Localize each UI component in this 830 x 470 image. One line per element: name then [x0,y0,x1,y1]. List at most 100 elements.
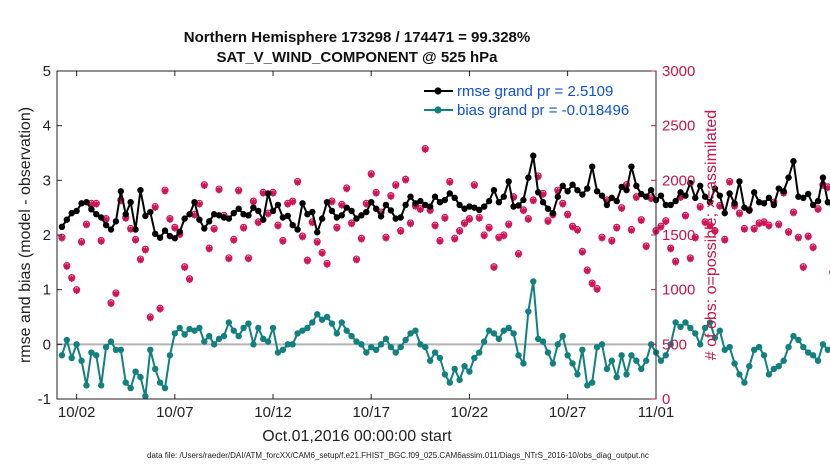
rmse-series-point [83,199,90,206]
rmse-series-point [215,212,223,219]
rmse-series-point [461,205,468,212]
bias-series-point [760,352,768,359]
y-axis-label: rmse and bias (model - observation) [17,107,34,363]
bias-series-point [657,357,665,364]
rmse-series-point [760,200,768,207]
rmse-series-point [235,205,242,212]
obs-assimilated-point [495,235,503,242]
obs-assimilated-point [741,226,748,233]
obs-assimilated-point [132,237,139,244]
bias-series-point [480,338,488,345]
bias-series-point [88,349,95,356]
rmse-series-point [279,214,287,221]
bias-series-point [142,393,149,400]
bias-series-point [805,349,812,356]
bias-series-point [559,332,566,340]
y-tick-label: -1 [38,391,51,408]
rmse-series-point [628,163,635,170]
bias-series-point [819,341,827,348]
bias-series-point [677,323,684,331]
rmse-series-point [171,235,179,242]
obs-assimilated-point [765,223,773,230]
rmse-series-point [603,201,611,209]
bias-series-point [363,349,370,356]
rmse-series-point [107,226,115,233]
rmse-series-point [451,194,458,202]
obs-assimilated-point [530,197,537,205]
rmse-series-point [289,221,296,229]
bias-series-point [579,346,586,353]
rmse-series-point [765,194,773,202]
obs-assimilated-point [368,171,375,179]
bias-series-point [436,354,444,362]
bias-series-point [441,371,449,378]
rmse-series-point [618,183,625,191]
bias-series-point [510,330,517,337]
rmse-series-point [368,199,375,206]
obs-assimilated-point [642,243,650,251]
obs-assimilated-point [588,281,596,288]
bias-series-point [584,382,591,389]
rmse-series-point [230,209,237,217]
bias-series-point [402,336,409,344]
bias-series-point [495,335,503,343]
rmse-series-point [93,211,100,218]
rmse-series-point [309,208,316,216]
bias-series-point [623,371,630,378]
rmse-series-point [515,202,522,209]
rmse-series-point [147,208,154,216]
rmse-series-point [407,193,414,200]
rmse-series-point [161,227,169,234]
obs-assimilated-point [480,232,488,240]
obs-assimilated-point [161,188,169,195]
obs-assimilated-point [618,205,625,212]
bias-series-point [112,346,120,353]
rmse-series-point [584,185,591,192]
rmse-series-point [544,205,552,212]
bias-series-point [564,352,571,359]
rmse-series-point [500,193,507,200]
rmse-series-point [201,225,208,232]
obs-assimilated-point [633,194,640,202]
obs-assimilated-point [196,201,203,208]
obs-assimilated-point [151,204,159,211]
bias-series-point [608,357,616,364]
rmse-series-point [456,201,463,209]
rmse-series-point [112,218,120,225]
rmse-series-point [672,197,679,205]
obs-assimilated-point [809,244,817,252]
bias-series-point [505,324,512,332]
rmse-series-point [780,188,787,195]
obs-assimilated-point [471,182,478,189]
bias-series-point [662,352,670,359]
obs-assimilated-point [382,235,390,242]
bias-series-point [642,357,650,364]
obs-assimilated-point [206,246,213,253]
legend-rmse-marker [434,87,442,95]
rmse-series-point [682,192,689,199]
bias-series-point [299,327,306,334]
bias-series-point [736,371,743,378]
bias-series-point [117,346,125,353]
rmse-series-point [701,193,709,200]
rmse-series-point [692,194,699,202]
rmse-series-point [539,199,547,206]
legend-bias-label: bias grand pr = -0.018496 [457,102,629,119]
bias-series-point [328,320,336,327]
obs-assimilated-point [181,264,188,271]
obs-assimilated-point [476,215,483,222]
obs-assimilated-point [225,255,233,263]
obs-assimilated-point [102,216,110,223]
bias-series-point [97,382,105,389]
bias-series-point [289,341,296,348]
bias-series-point [63,336,71,344]
bias-series-point [618,352,625,359]
bias-series-point [132,368,139,375]
bias-series-point [490,330,498,337]
bias-series-point [721,346,728,353]
bias-series-point [191,327,198,334]
bias-series-point [382,335,390,343]
rmse-series-point [412,200,419,207]
bias-series-point [225,319,233,326]
bias-series-point [196,324,203,332]
